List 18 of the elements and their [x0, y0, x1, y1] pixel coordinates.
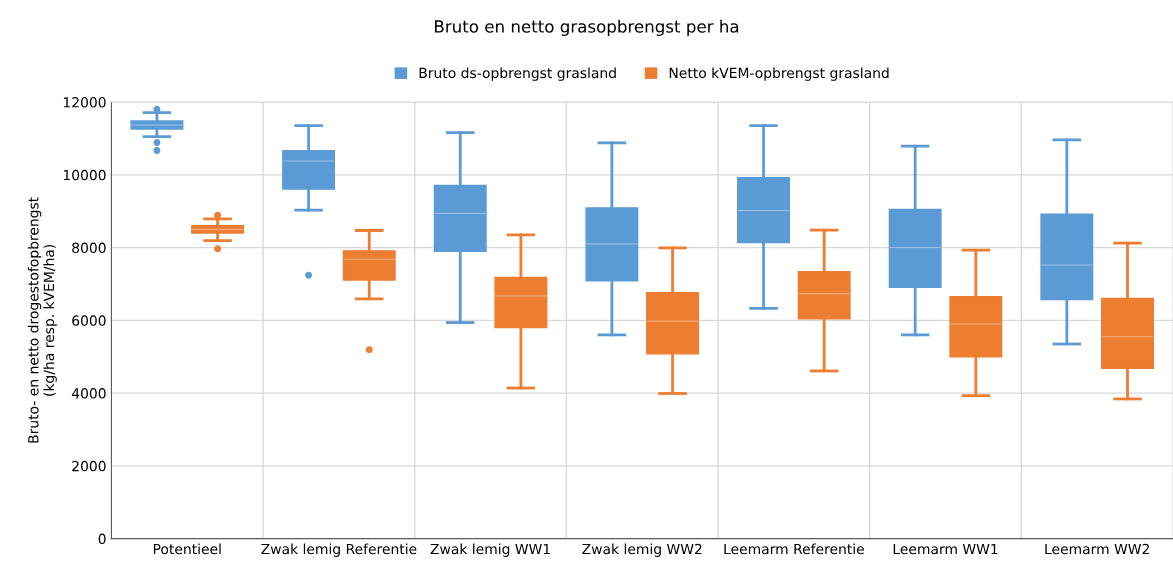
x-tick-label: Zwak lemig WW1 [430, 543, 550, 557]
y-tick-label: 0 [98, 533, 106, 545]
x-tick-label: Leemarm WW2 [1045, 543, 1149, 555]
x-tick-label: Zwak lemig WW2 [582, 543, 702, 557]
x-tick-label: Potentieel [153, 543, 221, 555]
y-tick-label: 6000 [72, 315, 106, 326]
x-tick-label: Zwak lemig Referentie [261, 543, 417, 557]
x-tick-label: Leemarm WW1 [893, 543, 998, 555]
y-tick-label: 4000 [71, 388, 106, 399]
y-tick-label: 10000 [63, 169, 106, 181]
chart-title: Bruto en netto grasopbrengst per ha [435, 19, 739, 36]
y-tick-label: 8000 [72, 242, 106, 254]
y-tick-label: 2000 [72, 460, 106, 472]
y-axis-title: Bruto- en netto drogestofopbrengst (kg/ha resp. kVEM/ha) [27, 197, 57, 443]
legend-label: Netto kVEM-opbrengst grasland [669, 67, 889, 81]
x-tick-label: Leemarm Referentie [724, 543, 864, 555]
y-tick-label: 12000 [63, 97, 106, 108]
legend-label: Bruto ds-opbrengst grasland [419, 67, 616, 81]
